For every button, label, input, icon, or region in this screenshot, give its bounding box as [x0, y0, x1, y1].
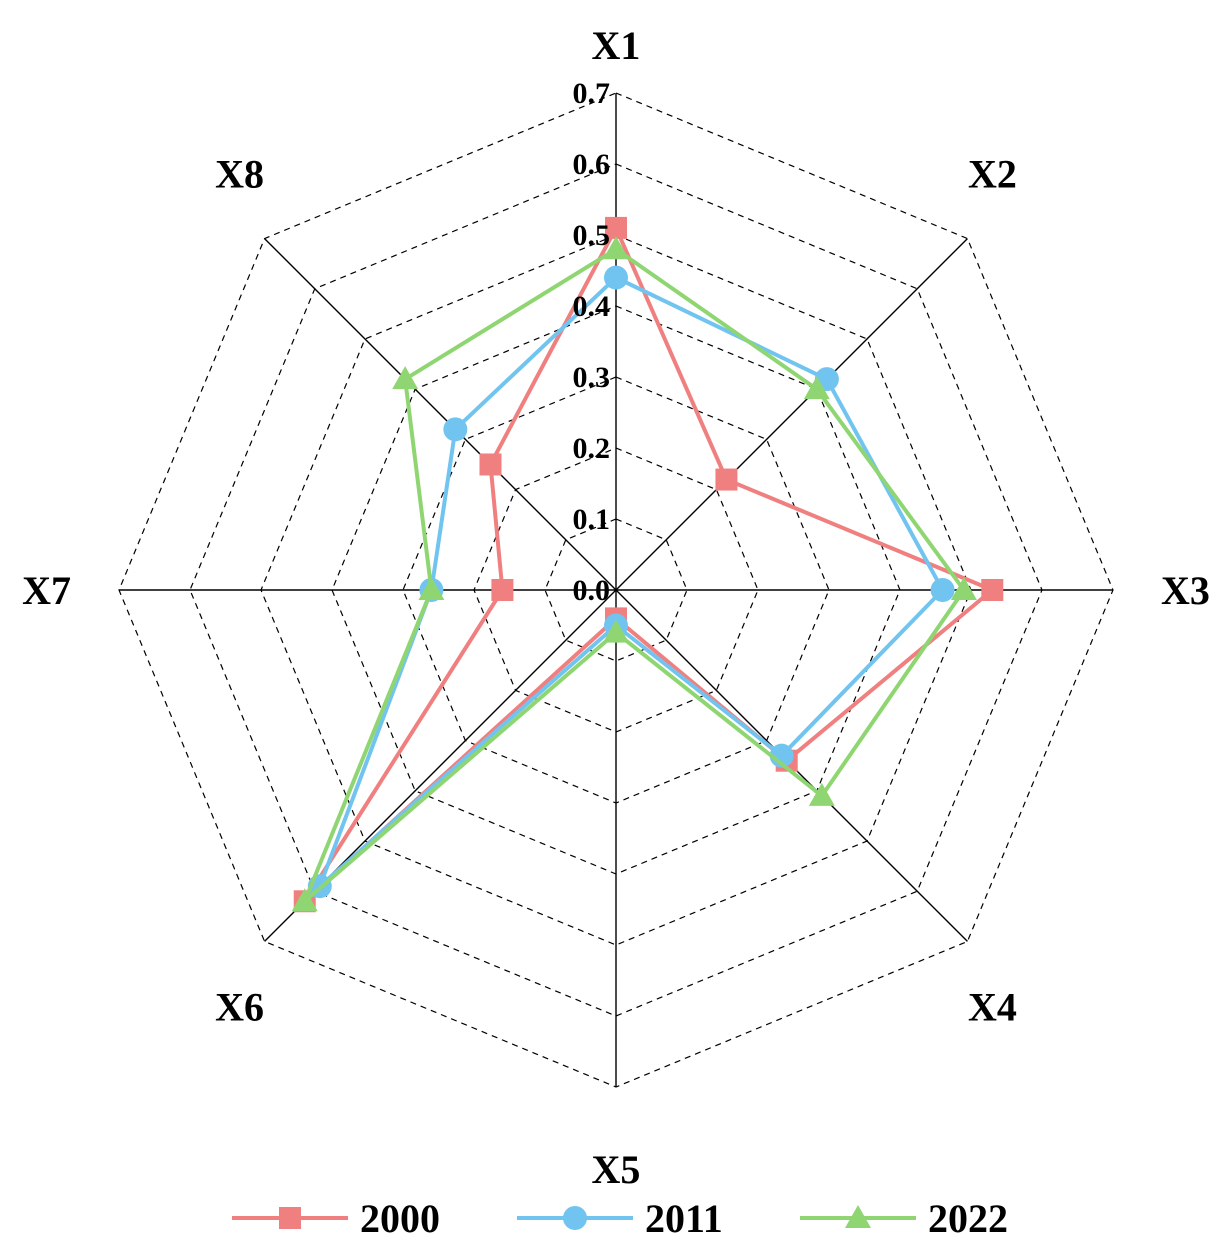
legend-item-2011: 2011	[517, 1196, 723, 1241]
axis-label-x2: X2	[968, 152, 1017, 197]
tick-label-7: 0.7	[573, 77, 611, 110]
axis-label-x4: X4	[968, 984, 1017, 1029]
axis-label-x7: X7	[22, 568, 71, 613]
tick-labels: 0.0 0.1 0.2 0.3 0.4 0.5 0.6 0.7	[573, 77, 611, 607]
series-2011	[307, 265, 955, 899]
series-2022	[291, 236, 977, 912]
legend-marker-2011	[563, 1206, 587, 1230]
point-2022-x8	[392, 366, 419, 390]
axis-label-x1: X1	[592, 23, 641, 68]
legend-label-2000: 2000	[360, 1196, 440, 1241]
tick-label-1: 0.1	[573, 503, 611, 536]
legend-label-2011: 2011	[645, 1196, 723, 1241]
tick-label-5: 0.5	[573, 219, 611, 252]
axis-label-x6: X6	[215, 984, 264, 1029]
point-2000-x2	[715, 468, 738, 491]
legend-label-2022: 2022	[928, 1196, 1008, 1241]
axis-label-x8: X8	[215, 152, 264, 197]
spoke-x8	[264, 238, 617, 591]
axis-label-x5: X5	[592, 1147, 641, 1192]
legend-item-2000: 2000	[232, 1196, 440, 1241]
legend-marker-2022	[845, 1205, 871, 1228]
point-2022-x4	[808, 782, 835, 806]
point-2000-x3	[981, 579, 1004, 601]
tick-label-6: 0.6	[573, 148, 611, 181]
spoke-x2	[615, 238, 968, 591]
series-line-2022	[302, 247, 966, 904]
point-2011-x8	[443, 417, 468, 442]
series-line-2011	[317, 275, 945, 889]
point-2000-x8	[479, 453, 502, 476]
point-2022-x2	[803, 376, 830, 400]
legend-marker-2000	[279, 1207, 301, 1229]
legend-item-2022: 2022	[800, 1196, 1008, 1241]
series-layer	[291, 216, 1004, 913]
point-2000-x1	[605, 216, 627, 239]
tick-label-0: 0.0	[573, 574, 611, 607]
point-2022-x7	[418, 577, 445, 600]
point-2022-x5	[603, 619, 629, 643]
legend: 2000 2011 2022	[232, 1196, 1008, 1241]
tick-label-4: 0.4	[573, 290, 611, 323]
point-2022-x1	[603, 236, 629, 260]
point-2011-x3	[930, 578, 955, 602]
point-2011-x1	[604, 265, 628, 290]
point-2000-x7	[491, 579, 514, 601]
tick-label-3: 0.3	[573, 361, 611, 394]
series-2000	[293, 216, 1004, 913]
point-2022-x6	[291, 888, 318, 912]
point-2022-x3	[950, 577, 977, 600]
grid-ring-6	[189, 163, 1043, 1017]
tick-label-2: 0.2	[573, 432, 611, 465]
axis-label-x3: X3	[1161, 568, 1210, 613]
axis-labels: X1 X2 X3 X4 X5 X6 X7 X8	[22, 23, 1210, 1192]
